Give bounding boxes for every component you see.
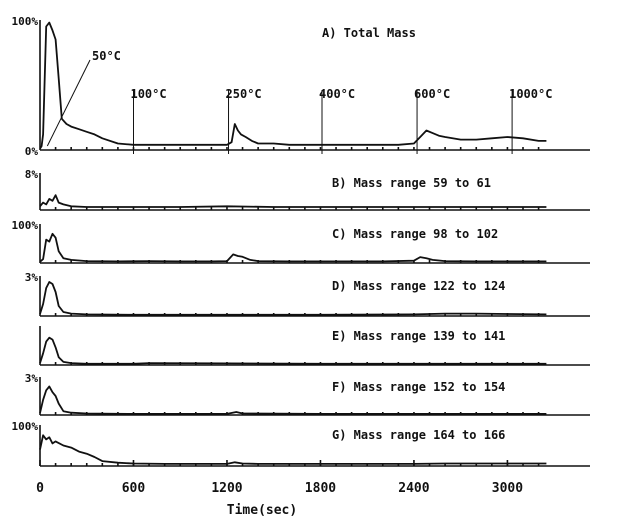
panel-e: E) Mass range 139 to 141 [39,326,590,366]
scale-bottom-a: 0% [25,145,39,158]
panel-title-c: C) Mass range 98 to 102 [332,227,498,241]
x-tick-label: 1200 [211,481,242,496]
panel-d: D) Mass range 122 to 124 3% [25,271,590,317]
marker-label: 1000°C [509,87,552,101]
trace-a [39,21,547,150]
scale-top-g: 100% [12,420,39,433]
scale-top-d: 3% [25,271,39,284]
x-tick-label: 0 [36,481,44,496]
scale-top-f: 3% [25,372,39,385]
panel-b: B) Mass range 59 to 61 8% [25,168,590,211]
x-tick-labels: 0 600 1200 1800 2400 3000 [36,460,523,496]
marker-label: 250°C [226,87,262,101]
trace-d [39,281,547,316]
trace-b [39,194,547,208]
scale-top-a: 100% [12,15,39,28]
panel-title-a: A) Total Mass [322,26,416,40]
trace-f [39,385,547,415]
panel-title-f: F) Mass range 152 to 154 [332,380,505,394]
marker-label: 100°C [130,87,166,101]
marker-label: 600°C [414,87,450,101]
x-tick-label: 2400 [398,481,429,496]
panel-a: A) Total Mass 100% 0% [12,15,590,158]
panel-title-g: G) Mass range 164 to 166 [332,428,505,442]
panel-g: G) Mass range 164 to 166 100% [12,420,590,467]
x-tick-label: 600 [122,481,146,496]
temperature-markers: 50°C 100°C 250°C 400°C 600°C 1000°C [46,49,552,154]
x-tick-label: 1800 [305,481,336,496]
marker-label: 400°C [319,87,355,101]
panel-title-e: E) Mass range 139 to 141 [332,329,505,343]
x-tick-label: 3000 [492,481,523,496]
marker-line-50c [46,59,91,147]
scale-top-c: 100% [12,219,39,232]
panel-c: C) Mass range 98 to 102 100% [12,219,590,264]
trace-g [39,434,547,465]
trace-c [39,232,547,263]
panel-title-b: B) Mass range 59 to 61 [332,176,491,190]
scale-top-b: 8% [25,168,39,181]
trace-e [39,336,547,365]
x-axis-label: Time(sec) [227,503,297,518]
panel-title-d: D) Mass range 122 to 124 [332,279,505,293]
marker-label-50c: 50°C [92,49,121,63]
panel-f: F) Mass range 152 to 154 3% [25,372,590,416]
